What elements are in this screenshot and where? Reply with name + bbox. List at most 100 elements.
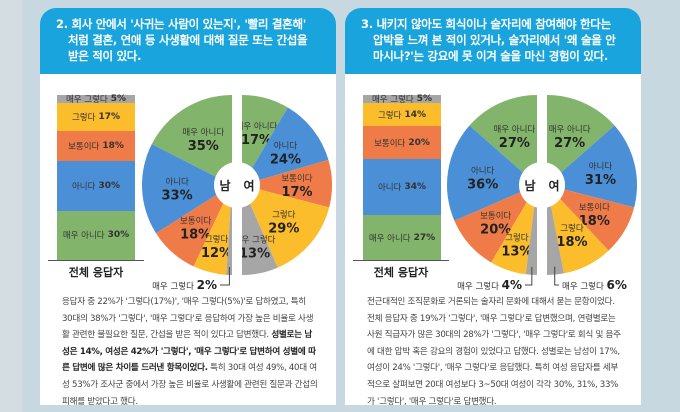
male-slice-very-no (151, 95, 232, 185)
slice-value: 12% (201, 246, 232, 261)
male-slice-no (447, 125, 537, 221)
male-slice-very-yes (525, 185, 537, 275)
slice-label: 매우 그렇다 (152, 281, 197, 292)
female-label: 여 (548, 178, 559, 193)
analysis-text: 전근대적인 조직문화로 거론되는 술자리 문화에 대해서 묻는 문항이었다. 전… (367, 294, 623, 405)
female-label: 여 (243, 178, 254, 193)
slice-value: 31% (585, 173, 616, 188)
slice-value: 18% (180, 227, 211, 242)
bar-segment-neutral: 보통이다 20% (363, 126, 441, 160)
body-text: 응답자 중 22%가 '그렇다(17%)', '매우 그렇다(5%)'로 답하였… (62, 297, 314, 341)
segment-value: 34% (404, 182, 426, 193)
female-slice-very-no (547, 95, 615, 185)
analysis-text: 응답자 중 22%가 '그렇다(17%)', '매우 그렇다(5%)'로 답하였… (62, 294, 318, 405)
bar-segment-no: 아니다 34% (363, 159, 441, 216)
slice-label: 그렇다 (272, 210, 296, 221)
male-label: 남 (219, 178, 230, 193)
male-slice-very-no (469, 95, 537, 185)
slice-value: 24% (270, 152, 301, 167)
female-slice-yes (547, 185, 609, 274)
slice-value: 17% (241, 133, 272, 148)
pie-gap (232, 93, 242, 277)
pie-gap (537, 93, 547, 277)
slice-label: 보통이다 (180, 215, 211, 226)
male-slice-very-yes (226, 185, 232, 275)
body-text: 특히 30대 여성 49%, 40대 여성 53%가 조사군 중에서 가장 높은… (62, 363, 318, 405)
female-slice-very-yes (547, 185, 564, 275)
male-slice-neutral (156, 185, 232, 267)
slice-value: 33% (161, 189, 192, 204)
segment-value: 18% (102, 141, 124, 152)
male-slice-neutral (454, 185, 537, 263)
slice-value: 36% (467, 177, 498, 192)
question-header: 2. 회사 안에서 '사귀는 사람이 있는지', '빨리 결혼해' 처럼 결혼,… (40, 8, 336, 74)
highlighted-text: 성별로는 남성은 14%, 여성은 42%가 '그렇다', '매우 그렇다'로 … (62, 330, 316, 374)
slice-label: 그렇다 (205, 234, 229, 245)
slice-label: 아니다 (165, 177, 189, 188)
female-slice-yes (242, 185, 330, 268)
segment-label: 아니다 (377, 183, 402, 194)
survey-card-q3: 3. 내키지 않아도 회식이나 술자리에 참여해야 한다는 압박을 느껴 본 적… (345, 8, 641, 405)
slice-value: 13% (501, 245, 532, 260)
segment-label: 보통이다 (374, 138, 406, 149)
body-text: 전근대적인 조직문화로 거론되는 술자리 문화에 대해서 묻는 문항이었다. 전… (367, 297, 621, 405)
segment-value: 30% (98, 180, 120, 191)
bar-baseline (48, 260, 144, 261)
segment-value: 27% (413, 232, 436, 243)
bar-segment-yes: 그렇다 17% (57, 103, 135, 132)
slice-value: 29% (268, 222, 299, 237)
slice-label: 매우 아니다 (549, 124, 591, 135)
male-slice-yes (491, 185, 537, 275)
segment-label: 그렇다 (71, 113, 96, 124)
slice-label: 매우 아니다 (236, 121, 278, 132)
total-stacked-bar: 매우 아니다 27% 아니다 34% 보통이다 20% 그렇다 14% 매우 그렇다 5% (363, 94, 441, 260)
bar-baseline (353, 260, 449, 261)
slice-label: 매우 그렇다 (562, 281, 607, 292)
slice-value: 27% (554, 136, 585, 151)
slice-label: 아니다 (589, 161, 613, 172)
bar-segment-yes: 그렇다 14% (363, 103, 441, 127)
slice-label: 그렇다 (560, 223, 584, 234)
segment-label: 매우 아니다 (62, 231, 105, 242)
segment-label: 매우 그렇다 (65, 95, 108, 106)
slice-label: 매우 그렇다 (457, 281, 502, 292)
slice-label: 매우 아니다 (182, 127, 224, 138)
callout-label: 매우 그렇다 4% (457, 278, 522, 292)
female-slice-no (242, 107, 329, 185)
callout-label: 매우 그렇다 2% (152, 278, 217, 292)
segment-label: 매우 아니다 (368, 233, 411, 244)
callout-label: 매우 그렇다 6% (562, 278, 627, 292)
male-label: 남 (524, 178, 535, 193)
slice-label: 그렇다 (505, 233, 529, 244)
slice-value: 20% (480, 222, 511, 237)
bar-segment-very-yes: 매우 그렇다 5% (363, 94, 441, 106)
slice-value: 27% (499, 136, 530, 151)
female-slice-very-no (242, 95, 288, 185)
female-slice-neutral (547, 185, 635, 251)
segment-label: 매우 그렇다 (371, 95, 414, 106)
callout-line (525, 266, 533, 286)
slice-label: 보통이다 (579, 202, 610, 213)
segment-label: 보통이다 (68, 142, 100, 153)
segment-label: 아니다 (71, 181, 96, 192)
slice-label: 매우 아니다 (493, 124, 535, 135)
bar-segment-neutral: 보통이다 18% (57, 131, 135, 161)
segment-value: 5% (416, 94, 433, 105)
bar-segment-very-no: 매우 아니다 27% (363, 215, 441, 260)
slice-label: 매우 그렇다 (234, 235, 276, 246)
slice-value: 2% (197, 278, 217, 292)
slice-value: 18% (556, 235, 587, 250)
bar-segment-no: 아니다 30% (57, 161, 135, 211)
slice-value: 13% (239, 247, 270, 262)
female-slice-very-yes (242, 185, 278, 275)
callout-line (220, 266, 230, 286)
slice-value: 35% (188, 139, 219, 154)
slice-value: 6% (607, 278, 627, 292)
segment-value: 17% (98, 112, 120, 123)
slice-value: 18% (579, 214, 610, 229)
male-slice-yes (193, 185, 232, 275)
segment-value: 30% (107, 230, 130, 241)
segment-value: 20% (408, 137, 430, 148)
